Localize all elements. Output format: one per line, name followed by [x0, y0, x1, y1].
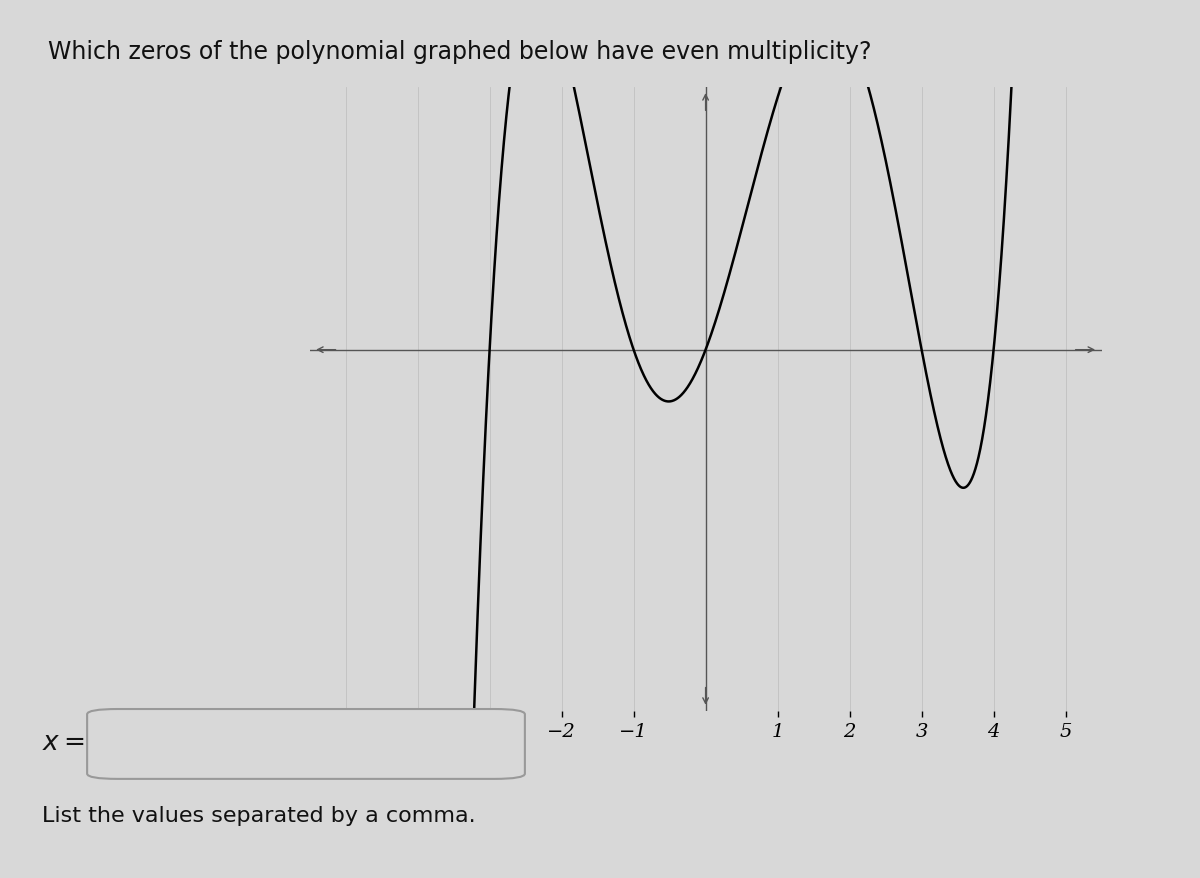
Text: Which zeros of the polynomial graphed below have even multiplicity?: Which zeros of the polynomial graphed be… [48, 40, 871, 63]
Text: List the values separated by a comma.: List the values separated by a comma. [42, 805, 475, 825]
Text: $x =$: $x =$ [42, 730, 85, 754]
FancyBboxPatch shape [88, 709, 524, 779]
